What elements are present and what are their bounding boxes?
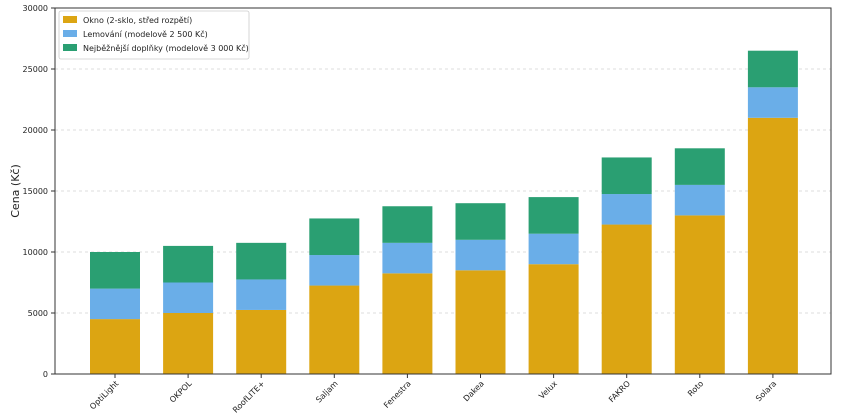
y-tick-label: 5000	[28, 309, 48, 318]
bar-segment	[528, 233, 579, 265]
legend-swatch	[63, 44, 77, 51]
bar-segment	[747, 117, 798, 375]
bar-segment	[528, 197, 579, 234]
bar-segment	[163, 282, 214, 313]
bar-segment	[90, 319, 140, 374]
y-axis-title: Cena (Kč)	[9, 164, 22, 218]
bar-segment	[163, 245, 214, 283]
y-tick-label: 15000	[23, 187, 48, 196]
y-tick-label: 0	[43, 370, 48, 379]
bar-segment	[382, 273, 433, 374]
bar-segment	[528, 264, 579, 374]
bar-segment	[674, 215, 725, 374]
bar-segment	[747, 50, 798, 88]
bar-segment	[309, 285, 360, 374]
bar-segment	[236, 279, 287, 310]
y-tick-label: 30000	[23, 4, 48, 13]
bar-segment	[674, 148, 725, 185]
y-tick-label: 10000	[23, 248, 48, 257]
bar-segment	[601, 224, 652, 374]
y-tick-label: 20000	[23, 126, 48, 135]
y-tick-label: 25000	[23, 65, 48, 74]
bar-segment	[90, 288, 140, 320]
bar-segment	[382, 242, 433, 274]
legend-label: Lemování (modelově 2 500 Kč)	[83, 29, 208, 39]
bar-segment	[674, 184, 725, 216]
bar-segment	[309, 255, 360, 286]
y-axis: 0 5000 10000 15000 20000 25000 30000	[23, 4, 55, 379]
bar-segment	[382, 206, 433, 243]
bar-segment	[455, 239, 506, 271]
bar-segment	[455, 270, 506, 374]
legend-swatch	[63, 30, 77, 37]
legend-box	[58, 10, 250, 60]
bars	[90, 50, 798, 375]
bar-segment	[455, 203, 506, 240]
bar-segment	[601, 194, 652, 225]
bar-segment	[90, 252, 140, 289]
bar-segment	[601, 157, 652, 195]
bar-segment	[236, 242, 287, 280]
bar-segment	[236, 309, 287, 374]
legend-label: Okno (2-sklo, střed rozpětí)	[83, 16, 192, 25]
legend-swatch	[63, 16, 77, 23]
bar-segment	[747, 87, 798, 118]
legend: Okno (2-sklo, střed rozpětí) Lemování (mo…	[58, 10, 250, 60]
bar-segment	[163, 313, 214, 374]
legend-label: Nejběžnější doplňky (modelově 3 000 Kč)	[83, 43, 249, 53]
bar-segment	[309, 218, 360, 256]
